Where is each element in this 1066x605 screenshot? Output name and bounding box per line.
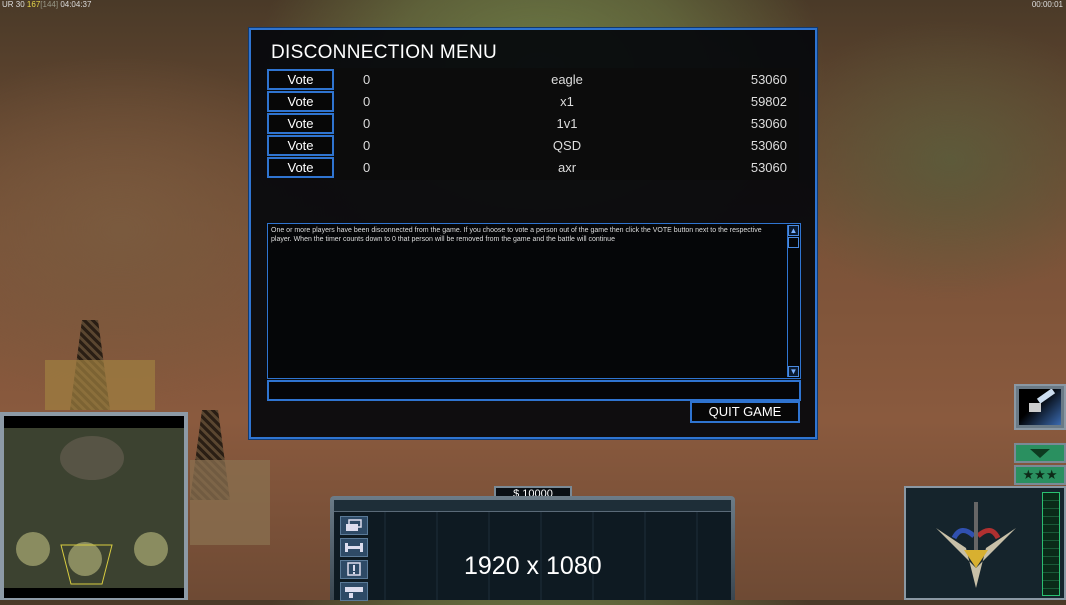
hud-clock: 04:04:37 <box>60 0 92 9</box>
camera-view-frame <box>60 544 113 585</box>
player-name: eagle <box>551 72 583 87</box>
wrench-icon[interactable] <box>340 538 368 557</box>
satellite-icon <box>1019 388 1061 425</box>
alert-icon[interactable] <box>340 560 368 579</box>
player-value: 53060 <box>750 116 787 131</box>
satellite-power-button[interactable] <box>1014 384 1066 430</box>
windows-icon[interactable] <box>340 516 368 535</box>
scroll-thumb[interactable] <box>788 237 799 248</box>
player-base <box>16 532 50 566</box>
vote-count: 0 <box>363 72 371 87</box>
faction-emblem-icon <box>936 502 1016 588</box>
hud-cap: [144] <box>40 0 59 9</box>
vote-button[interactable]: Vote <box>267 113 334 134</box>
disconnection-dialog: DISCONNECTION MENU Vote 0 eagle 53060 Vote 0… <box>249 28 817 439</box>
minimap[interactable] <box>0 412 188 600</box>
power-meter <box>1042 492 1060 596</box>
command-bar: 1920 x 1080 <box>330 496 735 601</box>
map-plateau <box>60 436 124 480</box>
chat-input[interactable] <box>267 380 801 401</box>
hud-power: 167 <box>26 0 41 9</box>
player-base <box>134 532 168 566</box>
player-row: Vote 0 x1 59802 <box>267 90 799 112</box>
vote-button[interactable]: Vote <box>267 135 334 156</box>
hud-rank: UR 30 <box>2 0 25 9</box>
player-row: Vote 0 QSD 53060 <box>267 134 799 156</box>
scrollbar[interactable]: ▲ ▼ <box>787 225 799 377</box>
resolution-caption: 1920 x 1080 <box>464 552 602 580</box>
player-value: 59802 <box>750 94 787 109</box>
vote-count: 0 <box>363 116 371 131</box>
command-grid: 1920 x 1080 <box>334 500 731 601</box>
scroll-up-icon[interactable]: ▲ <box>788 225 799 236</box>
player-list: Vote 0 eagle 53060 Vote 0 x1 59802 Vote 0 1v1 530… <box>267 68 799 180</box>
message-box: One or more players have been disconnect… <box>267 223 801 379</box>
player-name: 1v1 <box>556 116 578 131</box>
oil-derrick-base <box>190 460 270 545</box>
scroll-down-icon[interactable]: ▼ <box>788 366 799 377</box>
hud-status: UR 30 167[144] 04:04:37 <box>2 0 91 9</box>
player-value: 53060 <box>750 72 787 87</box>
disconnect-message: One or more players have been disconnect… <box>271 227 762 243</box>
oil-derrick-base <box>45 360 155 410</box>
player-base <box>68 542 102 576</box>
player-name: x1 <box>560 94 574 109</box>
vote-button[interactable]: Vote <box>267 69 334 90</box>
quit-game-button[interactable]: QUIT GAME <box>690 401 800 423</box>
expand-button[interactable] <box>1014 443 1066 463</box>
minimap-border <box>4 588 184 598</box>
dialog-title: DISCONNECTION MENU <box>271 42 498 63</box>
player-row: Vote 0 1v1 53060 <box>267 112 799 134</box>
player-row: Vote 0 eagle 53060 <box>267 68 799 90</box>
vote-button[interactable]: Vote <box>267 91 334 112</box>
player-row: Vote 0 axr 53060 <box>267 156 799 178</box>
player-name: QSD <box>552 138 582 153</box>
vote-count: 0 <box>363 138 371 153</box>
vote-count: 0 <box>363 160 371 175</box>
player-value: 53060 <box>750 138 787 153</box>
chevron-down-icon <box>1030 449 1050 458</box>
hud-timer: 00:00:01 <box>1031 0 1063 9</box>
player-value: 53060 <box>750 160 787 175</box>
rank-stars-icon[interactable]: ★★★ <box>1014 465 1066 485</box>
minimap-view[interactable] <box>4 416 184 598</box>
general-portrait-panel <box>904 486 1066 600</box>
minimap-border <box>4 416 184 428</box>
progress-strip <box>334 500 731 512</box>
vote-button[interactable]: Vote <box>267 157 334 178</box>
player-name: axr <box>557 160 577 175</box>
vote-count: 0 <box>363 94 371 109</box>
bar-icon[interactable] <box>340 582 368 601</box>
